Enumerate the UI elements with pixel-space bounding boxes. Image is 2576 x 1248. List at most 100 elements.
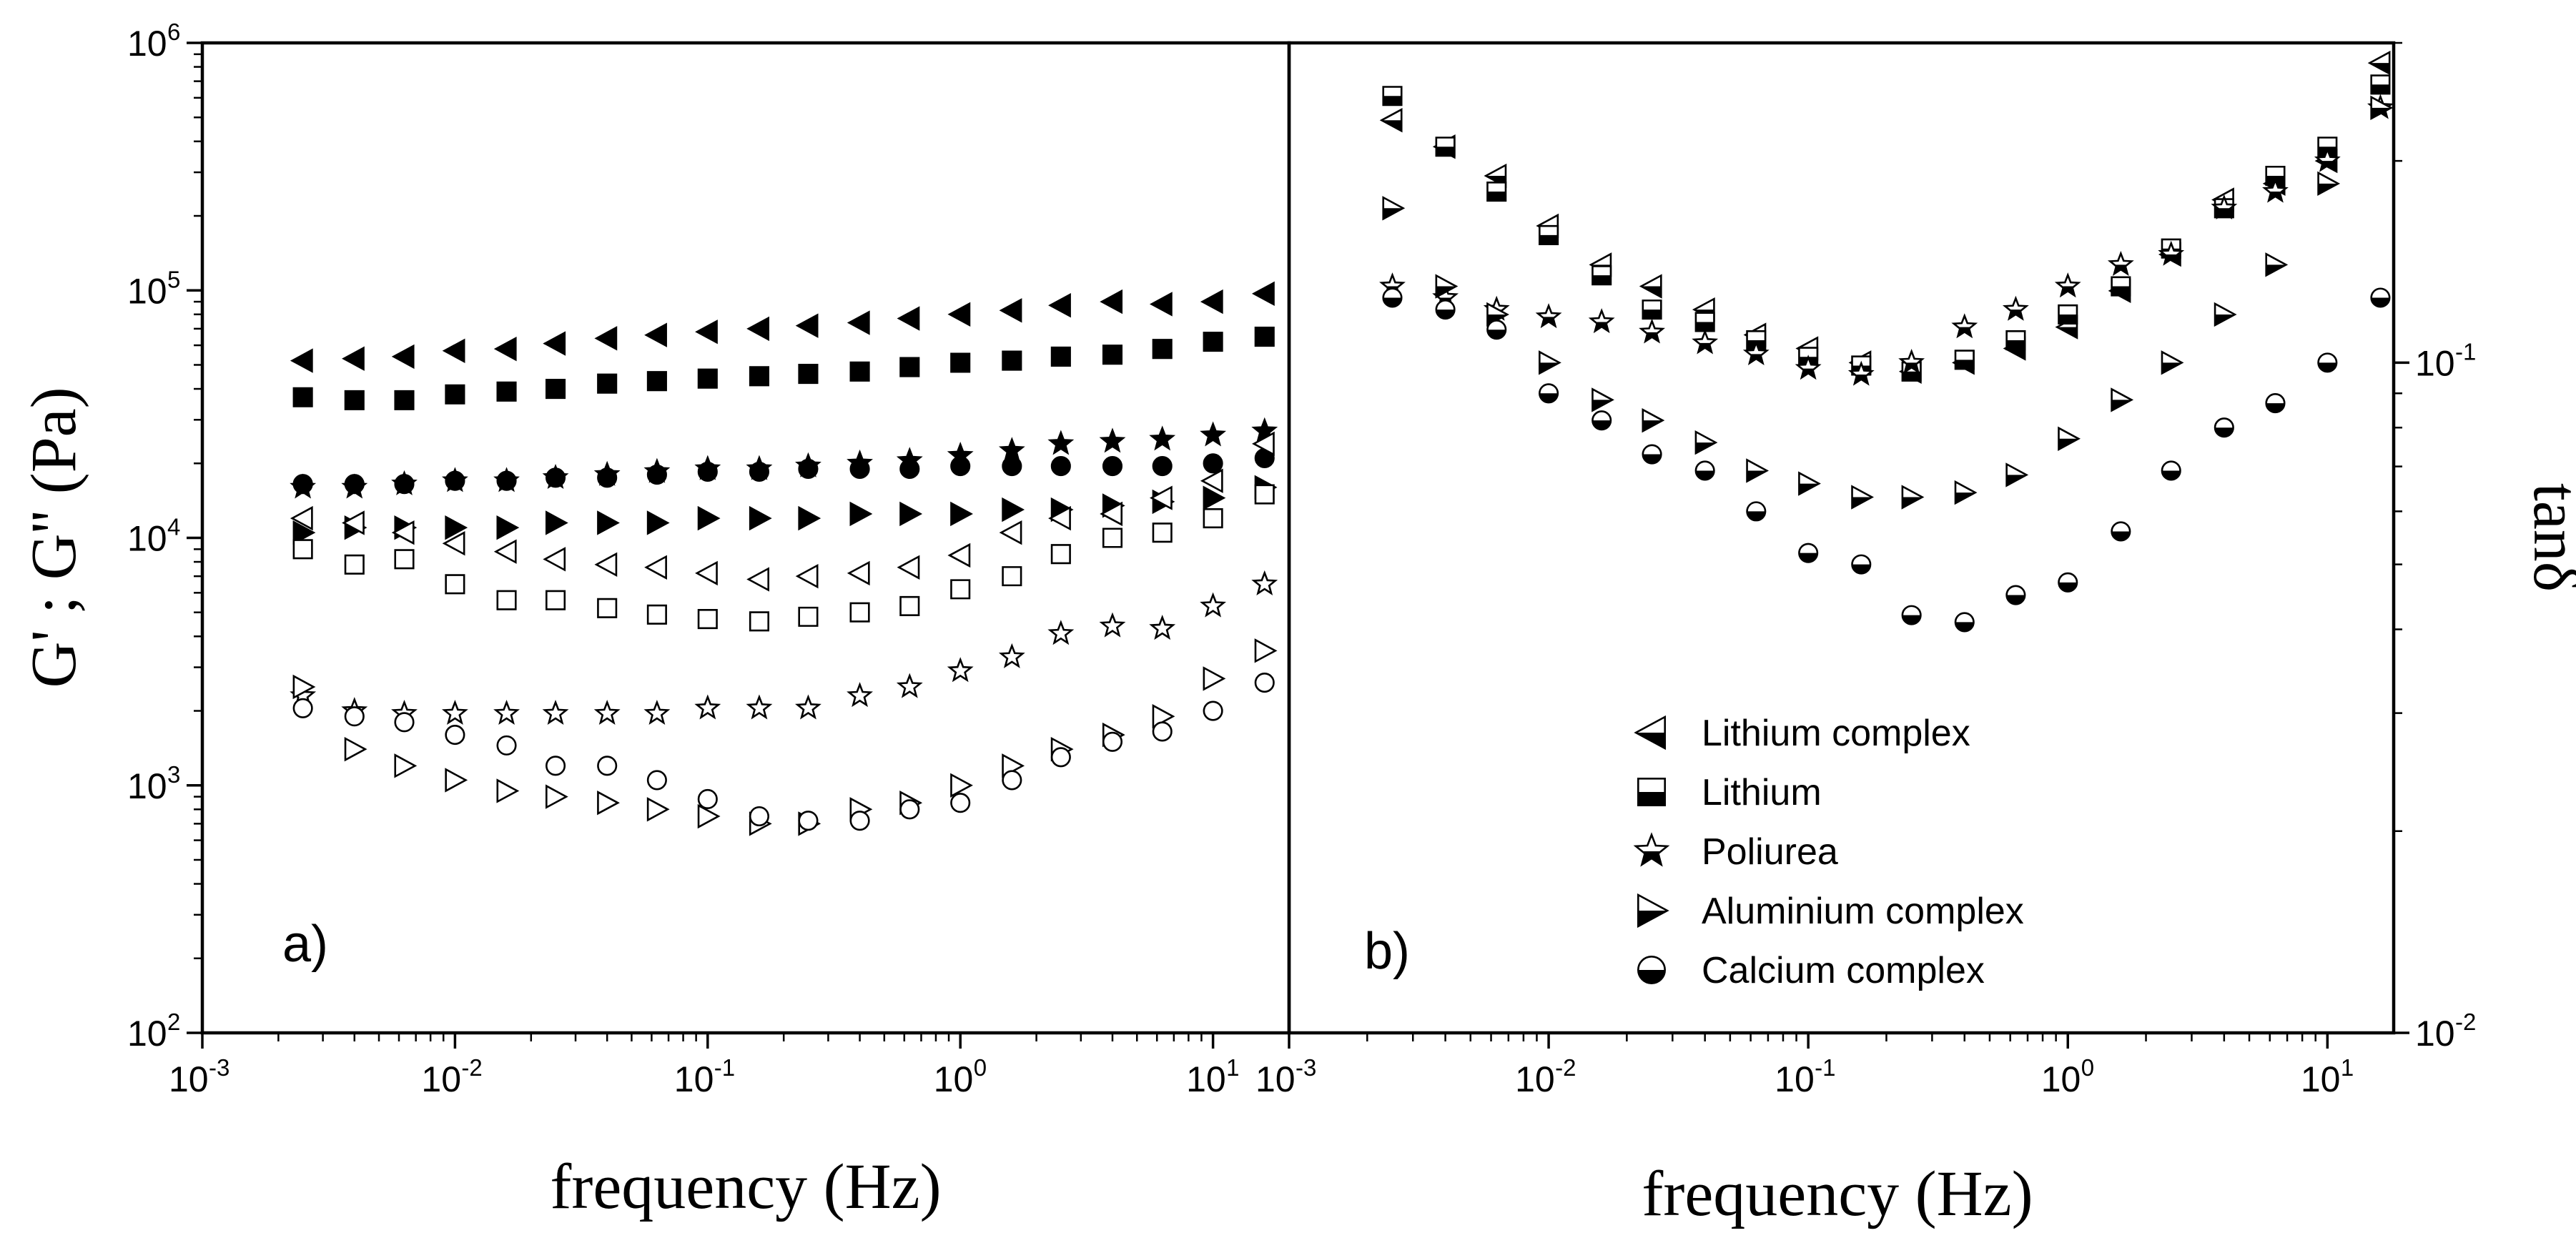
legend-marker	[1637, 893, 1669, 928]
svg-text:10: 10	[2301, 1059, 2341, 1099]
data-point	[1203, 508, 1223, 529]
data-point	[1050, 456, 1071, 477]
data-point	[1002, 770, 1022, 791]
data-point	[1639, 318, 1665, 344]
data-point	[899, 357, 920, 377]
data-point	[646, 510, 670, 535]
data-point	[2005, 462, 2029, 487]
data-point	[1200, 421, 1227, 447]
legend-marker	[1633, 832, 1670, 867]
data-point	[899, 458, 920, 480]
svg-text:10: 10	[674, 1059, 714, 1099]
data-point	[292, 520, 316, 545]
data-point	[950, 456, 971, 477]
svg-text:10: 10	[127, 519, 167, 559]
svg-text:1: 1	[2341, 1054, 2354, 1081]
svg-text:-1: -1	[2455, 338, 2476, 365]
data-point	[746, 694, 773, 720]
data-point	[947, 657, 974, 683]
data-point	[798, 458, 819, 480]
data-point	[950, 501, 973, 527]
data-point	[344, 390, 365, 410]
data-point	[543, 331, 566, 356]
data-point	[1535, 303, 1562, 329]
panel-b-label: b)	[1364, 923, 1410, 980]
legend-label: Poliurea	[1702, 831, 1838, 873]
data-point	[950, 793, 971, 813]
data-point	[697, 608, 718, 630]
data-point	[947, 302, 971, 327]
legend-entry: Lithium	[1637, 772, 1822, 813]
data-point	[999, 298, 1022, 323]
data-point	[1798, 543, 1819, 563]
legend-marker	[1634, 715, 1666, 751]
data-point	[795, 313, 819, 338]
panel-b-axes: 10 -3 10 -2 10 -1 10 0 10 110 -210 -1	[1255, 41, 2476, 1099]
x-tick-label: 10 -2	[1515, 1054, 1576, 1099]
data-point	[849, 811, 870, 831]
data-point	[1152, 339, 1173, 360]
data-point	[496, 735, 517, 756]
data-point	[1639, 274, 1662, 299]
series-lithium-complex	[1379, 50, 2391, 384]
data-point	[644, 555, 667, 580]
data-point	[1486, 181, 1507, 202]
data-point	[2002, 295, 2029, 321]
legend-label: Aluminium complex	[1702, 891, 2024, 932]
svg-text:-2: -2	[1555, 1054, 1576, 1081]
data-point	[947, 543, 971, 568]
data-point	[1149, 292, 1173, 317]
series-poliurea	[1379, 94, 2394, 386]
data-point	[1592, 387, 1614, 412]
y-tick-label: 10 5	[127, 266, 180, 311]
data-point	[1102, 345, 1123, 365]
svg-text:10: 10	[2041, 1059, 2081, 1099]
data-point	[1742, 340, 1770, 365]
data-point	[1642, 407, 1665, 433]
data-point	[1099, 612, 1126, 638]
data-point	[746, 567, 769, 592]
data-point	[1149, 615, 1176, 640]
svg-text:10: 10	[127, 1014, 167, 1054]
legend-marker	[1637, 955, 1667, 985]
data-point	[1251, 570, 1278, 595]
svg-text:5: 5	[167, 266, 180, 292]
data-point	[597, 756, 618, 776]
data-point	[847, 682, 873, 708]
data-point	[597, 373, 618, 394]
data-point	[1851, 485, 1875, 510]
data-point	[445, 768, 468, 793]
data-point	[545, 756, 566, 776]
data-point	[292, 539, 313, 560]
data-point	[2370, 95, 2394, 121]
data-point	[1047, 620, 1075, 645]
data-point	[646, 465, 667, 485]
svg-text:10: 10	[934, 1059, 974, 1099]
data-point	[2111, 276, 2131, 297]
svg-text:10: 10	[1255, 1059, 1296, 1099]
data-point	[542, 699, 569, 725]
data-point	[2367, 50, 2391, 76]
data-point	[394, 474, 415, 495]
data-point	[798, 363, 819, 385]
data-point	[1102, 528, 1123, 548]
data-point	[1254, 484, 1275, 505]
panel-b-data	[1379, 50, 2394, 633]
legend-entry: Poliurea	[1633, 831, 1838, 873]
data-point	[695, 320, 718, 345]
x-tick-label: 10 0	[2041, 1054, 2094, 1099]
svg-text:0: 0	[2081, 1054, 2094, 1081]
x-tick-label: 10 -2	[421, 1054, 482, 1099]
data-point	[2161, 350, 2184, 375]
data-point	[292, 387, 313, 407]
data-point	[2058, 572, 2078, 593]
data-point	[545, 467, 566, 488]
data-point	[1694, 430, 1718, 455]
data-point	[594, 326, 618, 351]
data-point	[442, 531, 465, 556]
data-point	[342, 510, 365, 535]
data-point	[2058, 304, 2078, 325]
data-point	[1435, 137, 1456, 157]
data-point	[1382, 287, 1403, 308]
